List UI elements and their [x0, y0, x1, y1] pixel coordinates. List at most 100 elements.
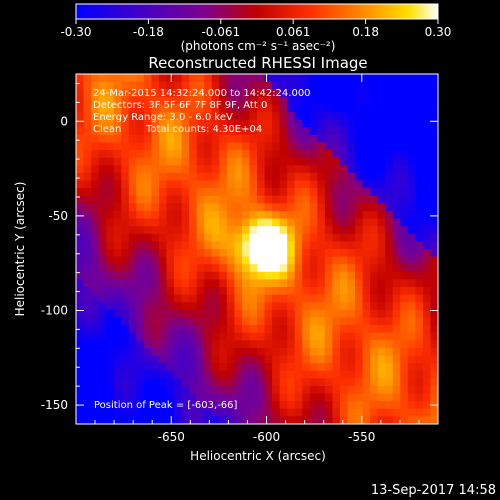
heatmap-cell: [166, 355, 175, 364]
heatmap-cell: [385, 347, 394, 357]
heatmap-cell: [422, 89, 432, 98]
heatmap-cell: [370, 385, 379, 395]
heatmap-cell: [158, 157, 168, 166]
heatmap-cell: [219, 370, 228, 379]
heatmap-cell: [91, 249, 100, 258]
heatmap-cell: [430, 104, 438, 113]
heatmap-cell: [422, 150, 432, 159]
heatmap-cell: [121, 363, 130, 372]
heatmap-cell: [241, 332, 251, 341]
heatmap-cell: [294, 363, 303, 372]
heatmap-cell: [264, 81, 273, 90]
heatmap-cell: [317, 279, 326, 288]
heatmap-cell: [151, 264, 160, 273]
heatmap-cell: [279, 287, 288, 296]
heatmap-cell: [415, 325, 424, 334]
heatmap-cell: [143, 226, 153, 235]
heatmap-cell: [355, 302, 364, 311]
heatmap-cell: [407, 195, 416, 204]
heatmap-cell: [211, 385, 220, 395]
heatmap-cell: [377, 241, 386, 250]
heatmap-cell: [407, 210, 416, 220]
heatmap-cell: [174, 325, 183, 334]
heatmap-cell: [324, 150, 334, 159]
heatmap-cell: [76, 81, 85, 90]
heatmap-cell: [279, 195, 288, 204]
heatmap-cell: [226, 317, 235, 326]
heatmap-cell: [174, 142, 183, 151]
heatmap-cell: [279, 157, 288, 166]
heatmap-cell: [332, 416, 341, 424]
heatmap-cell: [98, 355, 107, 364]
heatmap-cell: [143, 112, 153, 121]
heatmap-cell: [249, 393, 258, 402]
heatmap-cell: [392, 172, 401, 182]
heatmap-cell: [370, 347, 379, 357]
heatmap-cell: [106, 378, 115, 387]
heatmap-cell: [234, 157, 243, 166]
heatmap-cell: [370, 112, 379, 121]
heatmap-cell: [355, 271, 364, 281]
heatmap-cell: [121, 249, 130, 258]
heatmap-cell: [257, 340, 266, 349]
heatmap-cell: [121, 264, 130, 273]
heatmap-cell: [339, 408, 349, 417]
heatmap-cell: [422, 317, 432, 326]
heatmap-cell: [370, 81, 379, 90]
heatmap-cell: [415, 180, 424, 189]
heatmap-cell: [196, 89, 205, 98]
heatmap-cell: [226, 271, 235, 281]
heatmap-cell: [317, 309, 326, 319]
heatmap-cell: [136, 104, 145, 113]
heatmap-cell: [385, 157, 394, 166]
heatmap-cell: [355, 264, 364, 273]
heatmap-cell: [279, 96, 288, 106]
heatmap-cell: [332, 134, 341, 144]
heatmap-cell: [136, 416, 145, 424]
heatmap-cell: [219, 385, 228, 395]
heatmap-cell: [317, 370, 326, 379]
heatmap-cell: [128, 393, 137, 402]
heatmap-cell: [151, 279, 160, 288]
heatmap-cell: [339, 249, 349, 258]
heatmap-cell: [309, 309, 318, 319]
heatmap-cell: [249, 355, 258, 364]
heatmap-cell: [287, 287, 296, 296]
heatmap-cell: [347, 74, 356, 83]
heatmap-cell: [294, 309, 303, 319]
heatmap-cell: [128, 385, 137, 395]
heatmap-cell: [317, 355, 326, 364]
heatmap-cell: [339, 355, 349, 364]
heatmap-cell: [136, 210, 145, 220]
heatmap-cell: [287, 180, 296, 189]
heatmap-cell: [174, 347, 183, 357]
heatmap-cell: [362, 340, 371, 349]
heatmap-cell: [294, 104, 303, 113]
heatmap-cell: [106, 241, 115, 250]
heatmap-cell: [279, 104, 288, 113]
heatmap-cell: [400, 157, 409, 166]
heatmap-cell: [355, 104, 364, 113]
heatmap-cell: [287, 112, 296, 121]
heatmap-cell: [377, 340, 386, 349]
heatmap-cell: [249, 119, 258, 128]
heatmap-cell: [83, 157, 92, 166]
heatmap-cell: [422, 188, 432, 197]
heatmap-cell: [257, 241, 266, 250]
heatmap-cell: [324, 104, 334, 113]
heatmap-cell: [196, 127, 205, 136]
heatmap-cell: [106, 302, 115, 311]
heatmap-cell: [400, 408, 409, 417]
heatmap-cell: [219, 287, 228, 296]
heatmap-cell: [302, 233, 311, 242]
heatmap-cell: [136, 226, 145, 235]
heatmap-cell: [302, 317, 311, 326]
heatmap-cell: [151, 89, 160, 98]
heatmap-cell: [430, 157, 438, 166]
heatmap-cell: [324, 157, 334, 166]
heatmap-cell: [302, 188, 311, 197]
heatmap-cell: [158, 134, 168, 144]
heatmap-cell: [392, 157, 401, 166]
heatmap-cell: [370, 210, 379, 220]
heatmap-cell: [181, 119, 190, 128]
